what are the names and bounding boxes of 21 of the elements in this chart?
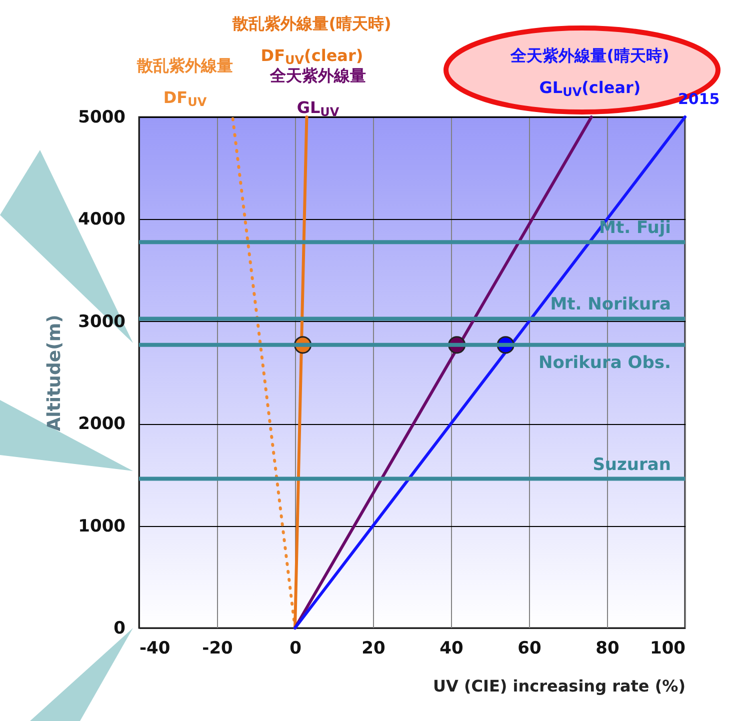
text: 2015 [678, 90, 720, 108]
y-tick-label: 5000 [78, 108, 126, 128]
series-label: 全天紫外線量(晴天時) GL$_{UV}$(clear) [510, 45, 670, 101]
x-tick-label: 80 [596, 638, 620, 658]
x-tick-label: 100 [650, 638, 686, 658]
y-tick-label: 2000 [78, 414, 126, 434]
x-tick-label: 20 [362, 638, 386, 658]
y-tick-label: 3000 [78, 312, 126, 332]
y-axis-title: Altitude(m) [44, 314, 66, 432]
x-tick-label: -20 [202, 638, 234, 658]
y-tick-label: 0 [114, 618, 126, 638]
text: 全天紫外線量 GL$_{UV}$ [270, 66, 366, 119]
x-tick-label: 40 [440, 638, 464, 658]
y-tick-label: 1000 [78, 516, 126, 536]
x-tick-label: -40 [140, 638, 170, 658]
x-tick-label: 0 [290, 638, 302, 658]
y-tick-label: 4000 [78, 210, 126, 230]
series-label: 散乱紫外線量 DF$_{UV}$ [137, 55, 233, 111]
x-tick-label: 60 [518, 638, 542, 658]
x-axis-title: UV (CIE) increasing rate (%) [433, 676, 686, 696]
text: 散乱紫外線量(晴天時) DF$_{UV}$(clear) [232, 14, 392, 67]
